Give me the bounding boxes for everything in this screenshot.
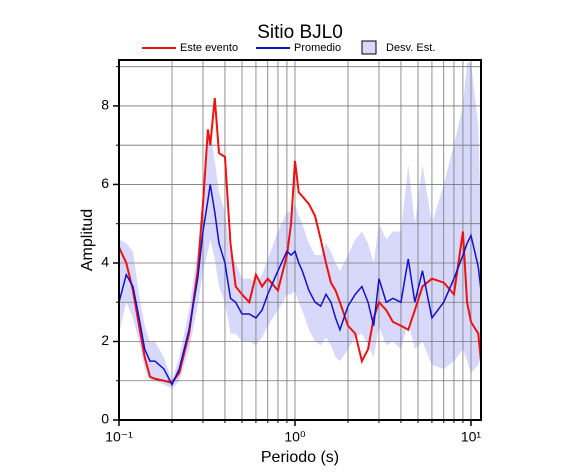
y-tick-label: 6 xyxy=(101,175,109,191)
y-tick-label: 2 xyxy=(101,332,109,348)
x-tick-label: 10⁰ xyxy=(284,429,306,445)
x-tick-label: 10⁻¹ xyxy=(105,429,133,445)
legend-label: Este evento xyxy=(180,42,238,54)
x-tick-label: 10¹ xyxy=(461,429,482,445)
chart-title: Sitio BJL0 xyxy=(257,22,343,43)
std-band xyxy=(119,62,481,389)
legend-swatch xyxy=(361,40,377,55)
y-axis-label: Amplitud xyxy=(79,209,96,271)
y-tick-label: 8 xyxy=(101,97,109,113)
legend-label: Desv. Est. xyxy=(386,42,435,54)
series-line xyxy=(118,97,482,384)
plot-frame xyxy=(118,59,482,421)
y-tick-label: 0 xyxy=(101,411,109,427)
y-tick-label: 4 xyxy=(101,254,109,270)
series-line xyxy=(118,184,482,387)
legend-label: Promedio xyxy=(294,42,341,54)
x-axis-label: Periodo (s) xyxy=(261,449,339,466)
